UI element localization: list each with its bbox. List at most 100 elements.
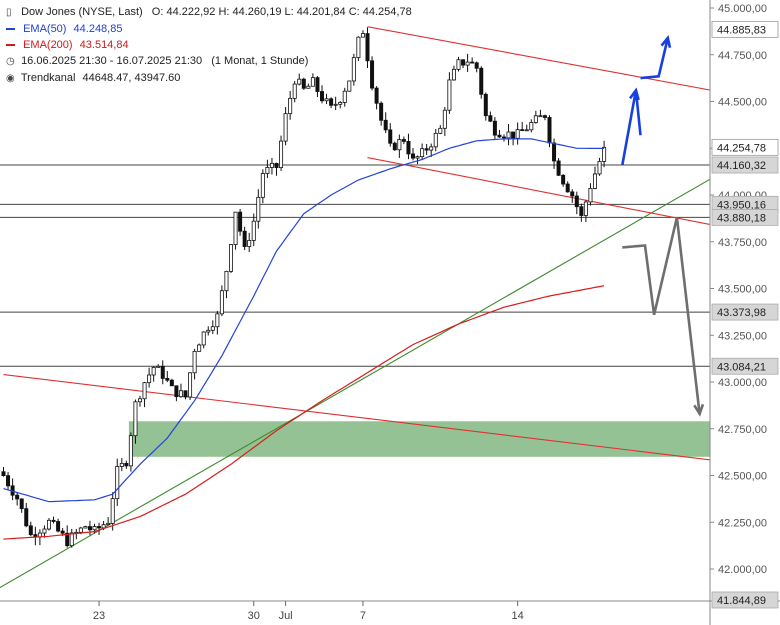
candle-body (333, 103, 338, 106)
scenario-up-arrowhead-1 (629, 87, 640, 101)
candle-body (128, 435, 133, 467)
candle-body (470, 61, 475, 64)
candlestick-icon: ▯ (6, 7, 12, 18)
candle-body (192, 350, 197, 374)
candle-body (438, 127, 443, 134)
x-tick-label: 14 (512, 610, 524, 622)
candle-body (360, 33, 365, 38)
support-zone-layer (128, 421, 710, 457)
candle-body (242, 230, 247, 247)
candle-body (119, 462, 124, 467)
candle-body (65, 532, 70, 547)
candle-body (251, 220, 256, 241)
candle-body (174, 385, 179, 398)
legend-trend-label: Trendkanal (20, 72, 76, 84)
legend-trend-row: ◉ Trendkanal 44648.47, 43947.60 (6, 70, 412, 87)
price-tag (711, 357, 779, 375)
candle-body (447, 79, 452, 111)
price-tag-label: 44.254,78 (717, 142, 766, 154)
candle-body (269, 162, 274, 168)
candle-body (319, 91, 324, 102)
clock-icon: ◷ (6, 56, 15, 67)
candle-body (365, 33, 370, 62)
candle-body (351, 57, 356, 82)
candle-body (442, 109, 447, 129)
candle-body (233, 211, 238, 245)
candle-body (188, 372, 193, 398)
candle-body (124, 462, 129, 467)
y-tick-label: 45.000,00 (718, 3, 767, 15)
candle-body (115, 466, 120, 500)
scenario-up-arrowhead-2 (660, 35, 672, 48)
green-trendline (0, 166, 732, 589)
candle-body (429, 146, 434, 151)
y-tick-label: 42.000,00 (718, 564, 767, 576)
candle-body (529, 122, 534, 131)
legend-ema200-label: EMA(200) (23, 39, 73, 51)
candle-body (329, 98, 334, 106)
price-tag (711, 138, 779, 156)
candle-body (424, 148, 429, 151)
candle-body (256, 196, 261, 222)
candle-body (6, 475, 11, 487)
candle-body (552, 142, 557, 162)
y-tick-label: 44.750,00 (718, 50, 767, 62)
x-tick-label: 7 (360, 610, 366, 622)
candle-body (338, 102, 343, 105)
candle-body (415, 156, 420, 159)
candle-body (602, 146, 607, 162)
candle-body (310, 77, 315, 87)
candle-body (274, 162, 279, 169)
candle-body (92, 526, 97, 531)
price-tag (711, 303, 779, 321)
candle-body (210, 326, 215, 331)
candle-body (306, 85, 311, 89)
candle-body (588, 187, 593, 203)
legend-ema50-value: 44.248,85 (73, 23, 123, 35)
candle-body (156, 365, 161, 368)
candle-body (465, 61, 470, 66)
legend-period-row: ◷ 16.06.2025 21:30 - 16.07.2025 21:30 (1… (6, 53, 412, 70)
candles-layer (1, 27, 607, 548)
candle-body (497, 134, 502, 138)
price-tag (711, 20, 779, 38)
candle-body (228, 244, 233, 272)
candle-body (206, 329, 211, 333)
candle-body (410, 153, 415, 159)
candle-body (19, 498, 24, 510)
ema200-line (3, 285, 605, 540)
candle-body (292, 83, 297, 99)
candle-body (87, 526, 92, 531)
candle-body (197, 344, 202, 352)
scenario-up-arrow-1 (621, 90, 642, 166)
candle-body (579, 206, 584, 216)
candle-body (297, 78, 302, 85)
candle-body (461, 59, 466, 66)
candle-body (137, 398, 142, 403)
dot-icon: ◉ (6, 73, 15, 84)
candle-body (406, 141, 411, 155)
candle-body (593, 173, 598, 189)
candle-body (574, 195, 579, 208)
candle-body (215, 313, 220, 328)
candle-body (169, 379, 174, 387)
y-tick-label: 43.250,00 (718, 330, 767, 342)
candle-body (47, 519, 52, 530)
ema50-line (3, 138, 605, 503)
y-tick-label: 43.000,00 (718, 377, 767, 389)
candle-body (383, 119, 388, 131)
candle-body (178, 390, 183, 398)
candle-body (542, 115, 547, 118)
candle-body (392, 142, 397, 151)
candle-body (511, 131, 516, 139)
x-tick-label: 30 (248, 610, 260, 622)
candle-body (456, 59, 461, 70)
scenario-down-arrowhead (693, 403, 705, 417)
candle-body (356, 36, 361, 59)
legend-title: Dow Jones (NYSE, Last) (21, 6, 143, 18)
y-tick-label: 42.250,00 (718, 517, 767, 529)
candle-body (160, 365, 165, 379)
price-tag-label: 41.844,89 (717, 595, 766, 607)
price-tag-label: 44.885,83 (717, 24, 766, 36)
candle-body (515, 129, 520, 139)
